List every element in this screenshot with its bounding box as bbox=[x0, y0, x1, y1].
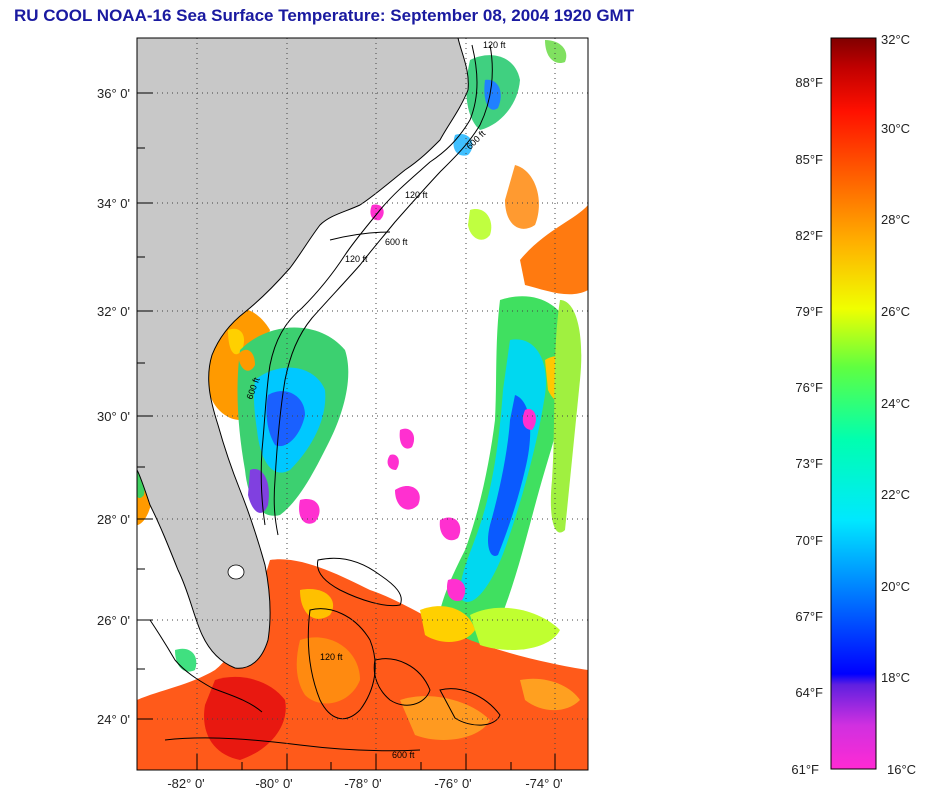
temperature-colorbar: 88°F 85°F 82°F 79°F 76°F 73°F 70°F 67°F … bbox=[791, 32, 916, 777]
lat-label: 34° 0' bbox=[97, 196, 130, 211]
colorbar-c-label: 28°C bbox=[881, 212, 910, 227]
colorbar-f-label: 76°F bbox=[795, 380, 823, 395]
colorbar-f-label: 61°F bbox=[791, 762, 819, 777]
bathymetry-contours bbox=[149, 44, 493, 713]
colorbar-c-label: 20°C bbox=[881, 579, 910, 594]
lon-label: -74° 0' bbox=[525, 776, 562, 791]
lat-label: 32° 0' bbox=[97, 304, 130, 319]
colorbar-c-label: 16°C bbox=[887, 762, 916, 777]
colorbar-f-label: 73°F bbox=[795, 456, 823, 471]
axis-ticks bbox=[137, 92, 556, 770]
lat-label: 36° 0' bbox=[97, 86, 130, 101]
lat-label: 28° 0' bbox=[97, 512, 130, 527]
colorbar-f-label: 70°F bbox=[795, 533, 823, 548]
colorbar-c-label: 22°C bbox=[881, 487, 910, 502]
map-border bbox=[136, 37, 589, 771]
lake-okeechobee bbox=[227, 564, 245, 580]
colorbar-c-label: 26°C bbox=[881, 304, 910, 319]
colorbar-c-label: 24°C bbox=[881, 396, 910, 411]
colorbar-f-label: 79°F bbox=[795, 304, 823, 319]
colorbar-f-label: 64°F bbox=[795, 685, 823, 700]
colorbar-f-label: 88°F bbox=[795, 75, 823, 90]
lat-label: 24° 0' bbox=[97, 712, 130, 727]
lon-label: -82° 0' bbox=[167, 776, 204, 791]
lon-label: -80° 0' bbox=[255, 776, 292, 791]
contour-label: 120 ft bbox=[345, 254, 368, 264]
lat-lon-grid bbox=[137, 38, 588, 770]
contour-label: 120 ft bbox=[483, 40, 506, 50]
colorbar-f-label: 67°F bbox=[795, 609, 823, 624]
lon-label: -78° 0' bbox=[344, 776, 381, 791]
bahamas-islands bbox=[164, 557, 501, 752]
contour-label: 120 ft bbox=[320, 652, 343, 662]
contour-label: 120 ft bbox=[405, 190, 428, 200]
colorbar-gradient bbox=[830, 37, 877, 770]
colorbar-celsius-labels: 32°C 30°C 28°C 26°C 24°C 22°C 20°C 18°C … bbox=[881, 32, 916, 777]
latitude-labels: 36° 0' 34° 0' 32° 0' 30° 0' 28° 0' 26° 0… bbox=[97, 86, 130, 727]
colorbar-c-label: 30°C bbox=[881, 121, 910, 136]
colorbar-f-label: 85°F bbox=[795, 152, 823, 167]
map-panel: 120 ft 600 ft 120 ft 600 ft 120 ft 600 f… bbox=[137, 38, 588, 770]
longitude-labels: -82° 0' -80° 0' -78° 0' -76° 0' -74° 0' bbox=[167, 776, 562, 791]
lon-label: -76° 0' bbox=[434, 776, 471, 791]
land-mass bbox=[137, 38, 469, 669]
colorbar-fahrenheit-labels: 88°F 85°F 82°F 79°F 76°F 73°F 70°F 67°F … bbox=[791, 75, 823, 777]
colorbar-c-label: 18°C bbox=[881, 670, 910, 685]
colorbar-f-label: 82°F bbox=[795, 228, 823, 243]
contour-label: 600 ft bbox=[385, 237, 408, 247]
lat-label: 30° 0' bbox=[97, 409, 130, 424]
lat-label: 26° 0' bbox=[97, 613, 130, 628]
map-title: RU COOL NOAA-16 Sea Surface Temperature:… bbox=[14, 6, 635, 25]
contour-label: 600 ft bbox=[392, 750, 415, 760]
colorbar-c-label: 32°C bbox=[881, 32, 910, 47]
